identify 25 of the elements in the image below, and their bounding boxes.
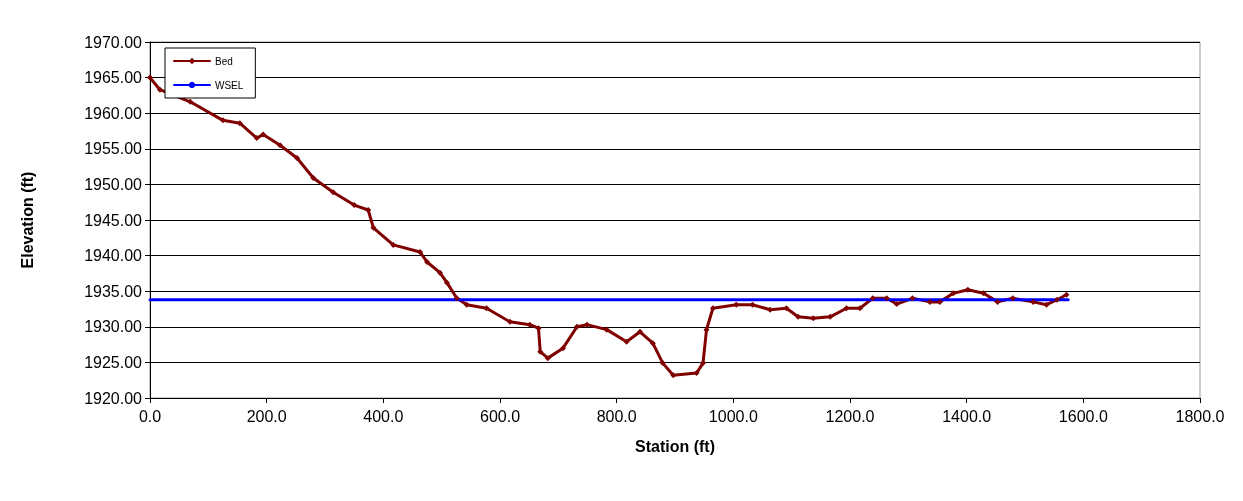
y-axis-title: Elevation (ft)	[18, 171, 36, 269]
x-tick-label: 200.0	[246, 407, 287, 425]
x-tick-label: 800.0	[596, 407, 637, 425]
y-tick-label: 1920.00	[84, 389, 143, 407]
y-tick-label: 1930.00	[84, 318, 143, 336]
y-tick-label: 1955.00	[84, 140, 143, 158]
legend-label: Bed	[215, 55, 233, 67]
x-tick-label: 1800.0	[1175, 407, 1225, 425]
y-tick-label: 1925.00	[84, 353, 143, 371]
y-tick-label: 1965.00	[84, 69, 143, 87]
x-tick-label: 1400.0	[942, 407, 992, 425]
y-tick-label: 1935.00	[84, 282, 143, 300]
x-tick-label: 1600.0	[1058, 407, 1108, 425]
x-tick-label: 1000.0	[708, 407, 758, 425]
y-tick-label: 1940.00	[84, 247, 143, 265]
x-tick-label: 400.0	[363, 407, 404, 425]
y-tick-label: 1950.00	[84, 175, 143, 193]
y-tick-label: 1970.00	[84, 33, 143, 51]
x-tick-label: 0.0	[138, 407, 162, 425]
x-axis-title: Station (ft)	[635, 437, 715, 455]
y-tick-label: 1960.00	[84, 104, 143, 122]
x-tick-label: 600.0	[479, 407, 521, 425]
x-tick-label: 1200.0	[825, 407, 875, 425]
y-tick-label: 1945.00	[84, 211, 143, 229]
legend-label: WSEL	[215, 79, 244, 91]
